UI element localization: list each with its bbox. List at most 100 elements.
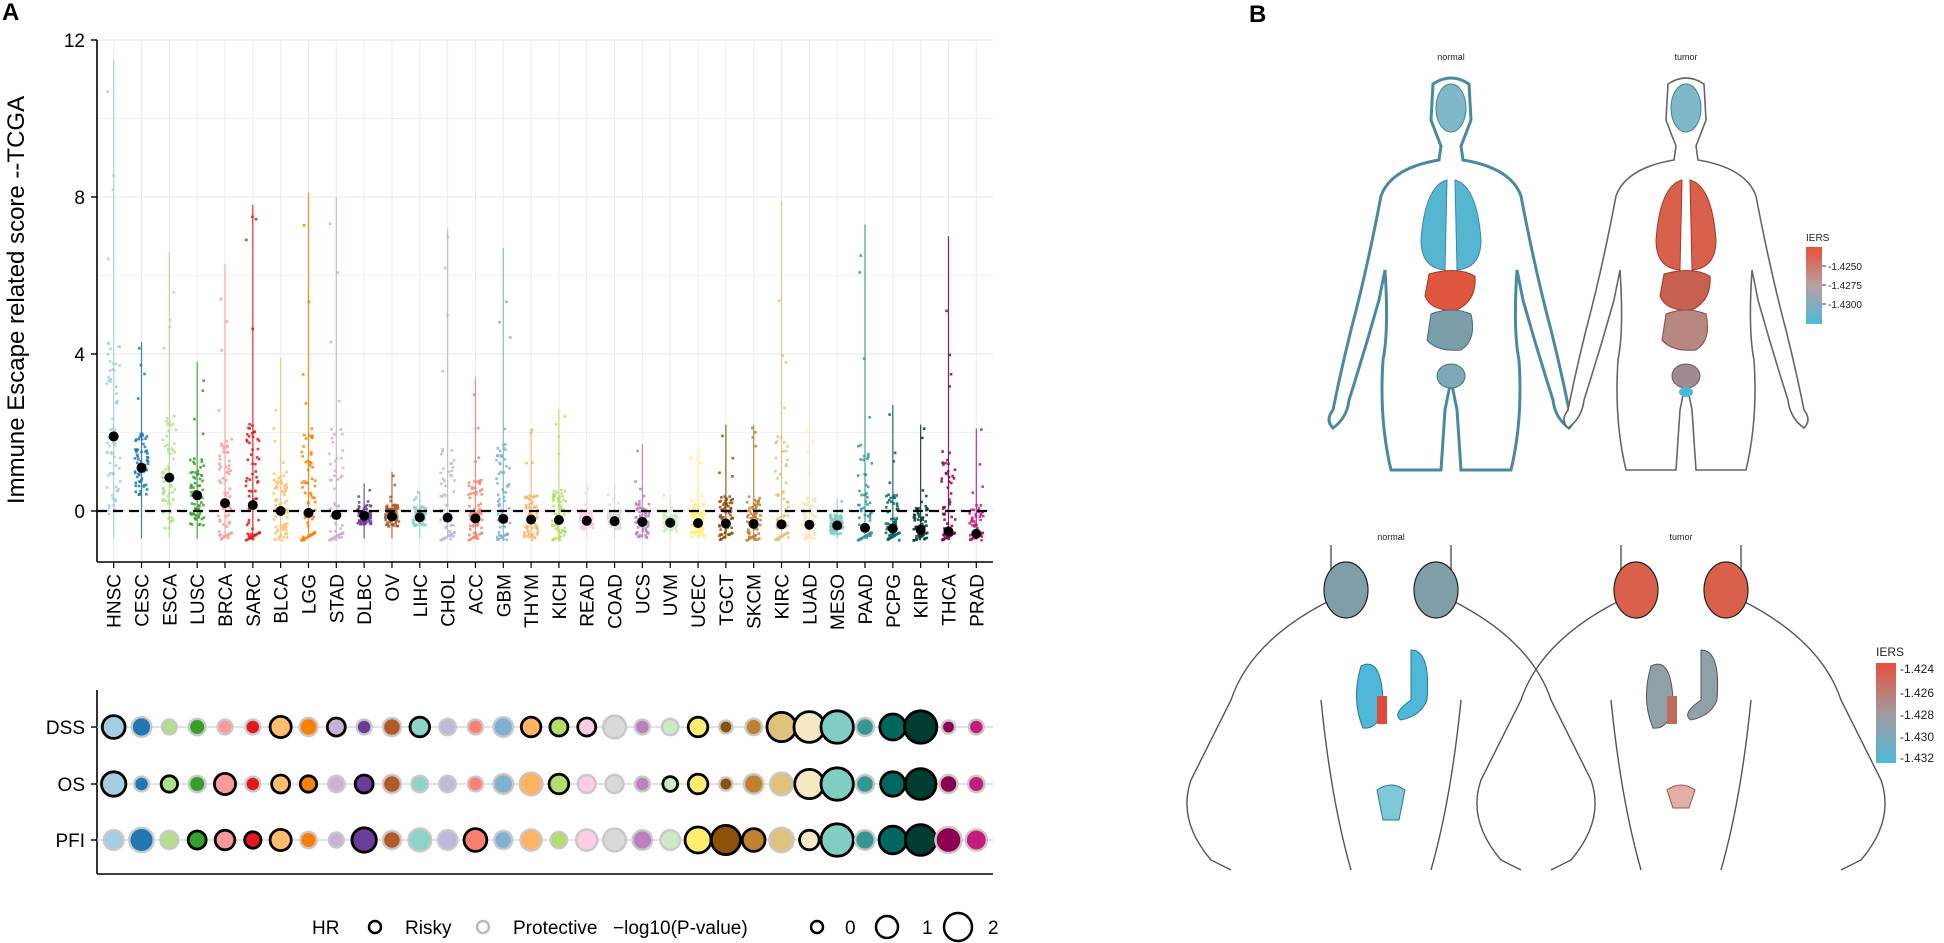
bubble-pfi: [903, 823, 938, 857]
category-label: CESC: [133, 574, 154, 627]
data-point: [470, 486, 474, 489]
data-point: [869, 531, 873, 535]
data-point: [811, 518, 814, 522]
normal-kidney-right: [1397, 649, 1429, 721]
data-point: [941, 507, 945, 510]
category-label: GBM: [494, 574, 515, 617]
data-point: [563, 489, 567, 493]
data-point: [364, 505, 367, 508]
data-point: [106, 352, 110, 356]
data-point: [367, 519, 371, 523]
data-point: [554, 527, 557, 531]
data-point: [341, 432, 344, 436]
data-point: [423, 517, 427, 521]
data-point: [972, 520, 976, 523]
data-point: [859, 254, 863, 257]
data-point: [808, 506, 812, 510]
bubble-dss: [325, 716, 347, 738]
data-point: [786, 458, 789, 462]
data-point: [498, 461, 502, 465]
data-point: [222, 451, 225, 454]
data-point: [722, 515, 725, 519]
bubble-dss: [381, 716, 403, 738]
data-point: [245, 476, 249, 480]
bubble-pfi: [407, 827, 433, 853]
data-point: [723, 507, 726, 511]
data-point: [784, 464, 788, 468]
data-point: [857, 503, 860, 507]
data-point: [917, 507, 920, 510]
data-point: [107, 436, 110, 439]
data-point: [646, 520, 650, 524]
category-label: SARC: [244, 574, 265, 627]
data-point: [169, 519, 173, 523]
data-point: [777, 299, 781, 302]
bubble-pfi: [768, 826, 795, 854]
data-point: [755, 503, 758, 507]
data-point: [730, 501, 734, 505]
data-point: [197, 507, 201, 511]
data-point: [339, 532, 342, 536]
data-point: [276, 530, 279, 533]
data-point: [691, 522, 695, 525]
data-point: [197, 514, 201, 517]
data-point: [172, 414, 176, 418]
data-point: [218, 457, 222, 461]
data-point: [578, 519, 582, 523]
y-tick-label: 4: [74, 345, 85, 366]
data-point: [775, 493, 778, 497]
data-point: [357, 505, 361, 508]
data-point: [913, 514, 917, 517]
data-point: [385, 504, 389, 508]
data-point: [169, 452, 172, 456]
data-point: [804, 528, 808, 532]
top-colorbar: [1806, 247, 1822, 324]
data-point: [859, 458, 863, 461]
top-colorbar-label: -1.4275: [1828, 281, 1862, 292]
data-point: [277, 476, 280, 480]
data-point: [637, 503, 641, 507]
data-point: [439, 471, 443, 475]
data-point: [201, 389, 205, 393]
data-point: [135, 453, 139, 457]
data-point: [384, 518, 387, 522]
data-point: [143, 372, 146, 376]
data-point: [968, 534, 972, 537]
data-point: [248, 537, 251, 540]
data-point: [445, 535, 448, 539]
data-point: [473, 511, 476, 514]
bubble-row-labels: DSS OS PFI: [46, 718, 97, 852]
data-point: [394, 521, 398, 525]
row-label: DSS: [46, 718, 85, 739]
bubble-dss: [765, 711, 798, 744]
data-point: [441, 450, 444, 453]
data-point: [338, 536, 341, 539]
data-point: [562, 498, 565, 502]
data-point: [286, 516, 289, 519]
data-point: [754, 444, 757, 448]
data-point: [389, 507, 393, 511]
data-point: [171, 448, 175, 452]
data-point: [777, 494, 780, 498]
data-point: [782, 497, 786, 500]
bubble-os: [353, 773, 375, 795]
data-point: [249, 453, 253, 456]
bottom-colorbar: [1876, 663, 1896, 763]
data-point: [719, 515, 723, 519]
data-point: [498, 449, 502, 453]
data-point: [829, 521, 833, 525]
data-point: [219, 297, 223, 301]
data-point: [618, 509, 622, 513]
data-point: [443, 537, 446, 540]
data-point: [857, 523, 861, 526]
data-point: [441, 369, 445, 373]
data-point: [190, 490, 193, 494]
data-point: [115, 392, 118, 395]
data-point: [664, 527, 668, 530]
data-point: [306, 521, 309, 525]
tumor-brain: [1670, 83, 1702, 133]
data-point: [948, 451, 951, 455]
data-point: [945, 536, 948, 539]
data-point: [341, 531, 344, 535]
data-point: [526, 525, 530, 528]
